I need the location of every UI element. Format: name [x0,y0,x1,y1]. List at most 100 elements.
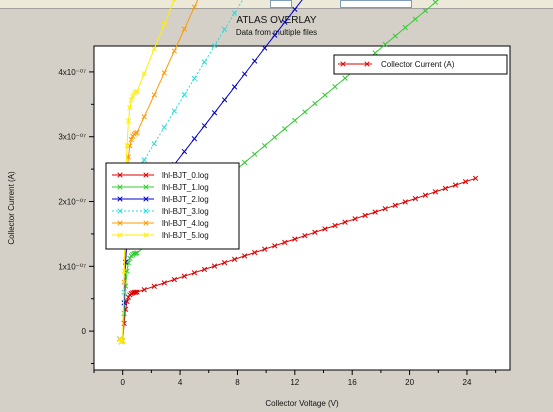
data-point [143,172,149,178]
data-point [201,123,208,129]
data-point [272,32,278,38]
data-point [120,338,126,344]
data-point [262,45,268,51]
data-point [252,151,258,157]
x-tick-label: 4 [178,378,183,387]
data-point [121,300,127,306]
data-point [372,209,378,215]
data-point [221,97,228,103]
data-point [151,46,157,52]
data-point [312,229,318,235]
data-point [262,143,268,149]
data-point [302,109,308,115]
data-point [452,182,459,188]
data-point [340,61,346,67]
data-point [282,126,288,132]
data-point [151,92,157,98]
legend-label: lhl-BJT_3.log [162,207,209,216]
data-point [282,239,288,246]
data-point [292,117,298,124]
data-point [432,189,439,195]
data-point [143,232,149,238]
toolbar-field[interactable] [270,0,292,8]
data-point [342,75,348,81]
series-line [119,0,175,343]
data-point [161,21,167,27]
data-point [382,206,388,212]
data-point [143,196,149,202]
series-5 [117,0,177,345]
data-point [312,100,318,107]
x-tick-label: 20 [405,378,414,387]
chart-axes: 0 4 8 12 16 20 24 0 1x10⁻⁰⁷ 2x10⁻⁰⁷ 3x10⁻⁰⁷ 4x10⁻⁰⁷… [7,68,497,408]
data-point [141,71,147,77]
data-point [125,294,132,300]
data-point [121,268,127,275]
data-point [125,260,132,266]
data-point [322,92,328,98]
y-tick-label: 1x10⁻⁰⁷ [58,262,86,271]
data-point [128,136,134,143]
legend-files: lhl-BJT_0.log lhl-BJT_1.log lhl-BJT_2.logl… [105,162,240,250]
data-point [432,0,439,5]
data-point [382,41,388,48]
data-point [362,212,368,219]
data-point [134,250,140,256]
data-point [302,233,308,239]
data-point [124,298,130,305]
y-axis-title: Collector Current (A) [7,171,16,245]
data-point [134,289,140,295]
data-point [252,249,258,256]
data-point [211,43,218,49]
data-point [117,184,123,190]
series-line [119,0,199,343]
data-point [352,216,358,222]
data-point [292,236,298,242]
data-point [231,10,238,16]
top-toolbar-strip [0,0,553,9]
legend-label: lhl-BJT_4.log [162,219,209,228]
data-point [117,172,123,178]
data-point [392,202,398,208]
toolbar-field[interactable] [340,0,412,8]
data-point [143,184,149,190]
legend-top-label: Collector Current (A) [381,60,455,69]
data-point [282,19,288,25]
data-point [211,110,218,116]
data-point [364,61,370,67]
data-point [262,246,268,252]
data-point [292,6,298,12]
data-point [117,220,123,226]
x-tick-label: 16 [348,378,357,387]
data-point [231,84,238,90]
data-point [422,192,429,198]
legend-top-right: Collector Current (A) [333,54,508,75]
data-point [252,58,258,64]
data-point [141,114,147,120]
y-tick-label: 0 [82,327,87,336]
data-point [342,219,348,225]
data-point [141,157,147,163]
legend-label: lhl-BJT_1.log [162,183,209,192]
legend-label: lhl-BJT_2.log [162,195,209,204]
data-point [272,243,278,249]
data-point [442,185,449,192]
data-point [201,59,208,65]
data-point [117,232,123,238]
data-point [143,208,149,214]
data-point [392,33,398,39]
data-point [221,26,228,33]
x-tick-label: 12 [290,378,299,387]
data-point [221,260,228,266]
data-point [332,83,338,90]
data-point [241,159,248,166]
data-point [127,255,133,262]
data-point [422,8,429,14]
data-point [125,118,132,124]
data-point [161,280,167,286]
data-point [161,124,167,130]
data-point [241,253,248,259]
data-point [181,92,188,98]
data-point [127,104,133,111]
